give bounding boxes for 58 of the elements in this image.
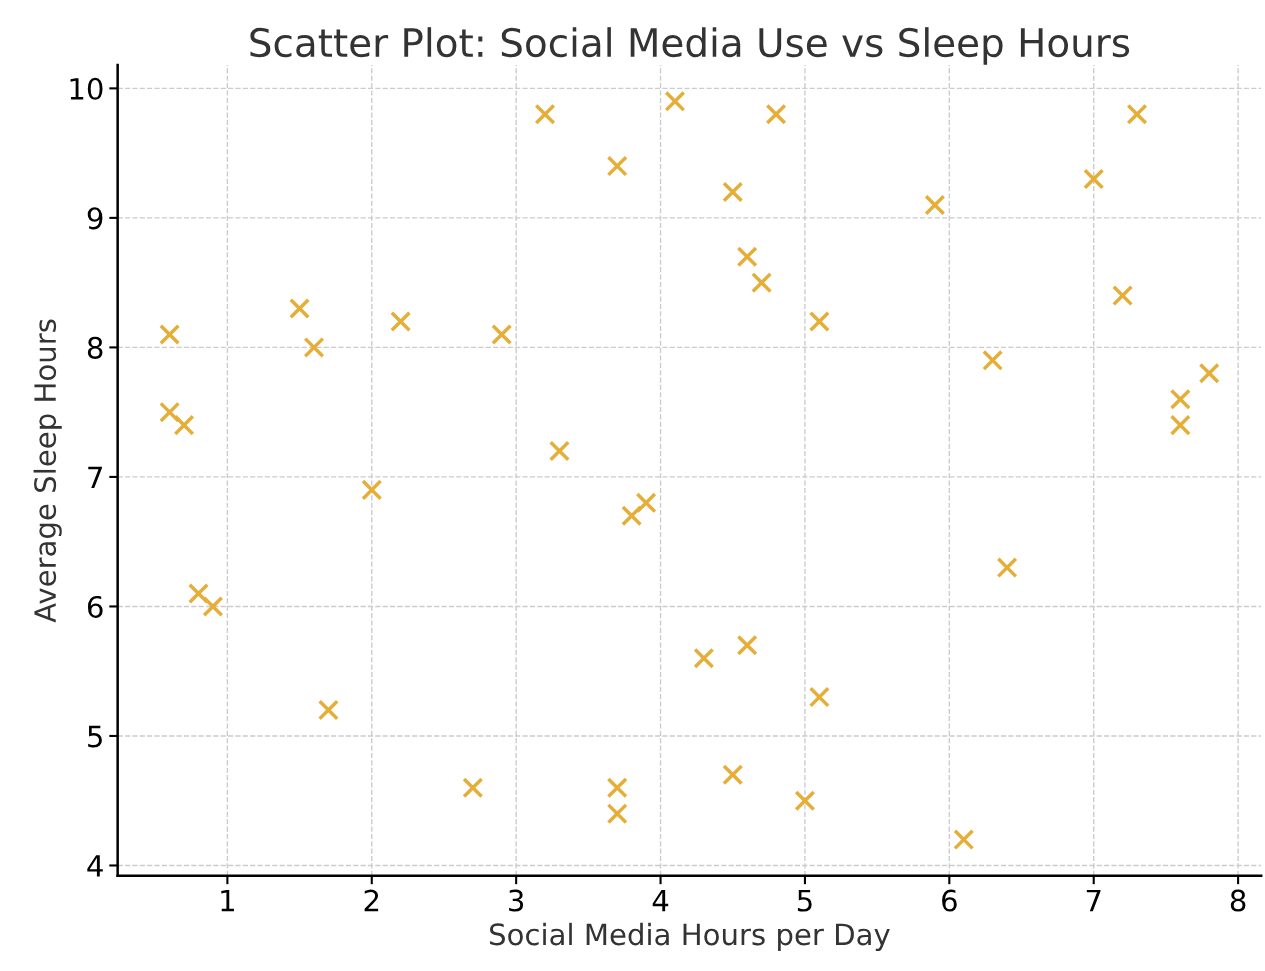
point	[736, 246, 758, 268]
point	[664, 90, 686, 112]
point	[953, 829, 975, 851]
point	[159, 401, 181, 423]
point	[202, 595, 224, 617]
y-tick-label: 6	[87, 595, 103, 618]
point	[173, 414, 195, 436]
y-tick-label: 5	[88, 725, 102, 748]
y-tick-label: 9	[87, 207, 103, 230]
y-tick-label: 8	[87, 336, 103, 359]
point	[187, 582, 210, 605]
point	[924, 194, 946, 216]
point	[808, 310, 830, 333]
point	[765, 103, 787, 125]
point	[635, 492, 657, 514]
point	[1083, 168, 1105, 190]
x-tick-label: 2	[364, 889, 379, 912]
point	[1198, 362, 1220, 384]
point	[808, 686, 830, 708]
point	[621, 505, 643, 527]
point	[361, 479, 383, 501]
x-tick-label: 6	[942, 889, 957, 912]
point	[996, 557, 1018, 579]
point	[390, 310, 412, 333]
x-tick-label: 1	[221, 889, 234, 912]
x-tick-label: 8	[1230, 889, 1246, 912]
x-tick-label: 5	[797, 889, 812, 912]
point	[548, 440, 570, 462]
chart-title: Scatter Plot: Social Media Use vs Sleep Hours	[250, 27, 1130, 65]
x-axis-title: Social Media Hours per Day	[490, 922, 890, 952]
point	[794, 790, 816, 812]
point	[317, 699, 339, 721]
y-axis-title: Average Sleep Hours	[33, 319, 62, 623]
point	[303, 336, 325, 358]
point	[722, 764, 744, 786]
point	[736, 634, 758, 656]
point	[1169, 414, 1191, 436]
point	[159, 323, 181, 345]
x-tick-label: 7	[1086, 889, 1101, 912]
point	[1169, 388, 1191, 410]
x-tick-label: 4	[652, 889, 669, 912]
point	[982, 349, 1004, 371]
point	[606, 777, 628, 799]
y-tick-label: 4	[87, 855, 103, 877]
point	[289, 298, 311, 320]
point	[534, 103, 556, 125]
x-tick-label: 3	[509, 889, 524, 912]
point	[462, 777, 484, 799]
point	[491, 323, 513, 345]
point	[606, 803, 628, 825]
point	[751, 272, 773, 294]
point	[606, 155, 628, 177]
point	[722, 181, 744, 203]
point	[1126, 103, 1148, 125]
y-tick-label: 10	[70, 77, 103, 100]
point	[1112, 285, 1134, 307]
point	[693, 647, 715, 669]
y-tick-label: 7	[88, 466, 102, 489]
